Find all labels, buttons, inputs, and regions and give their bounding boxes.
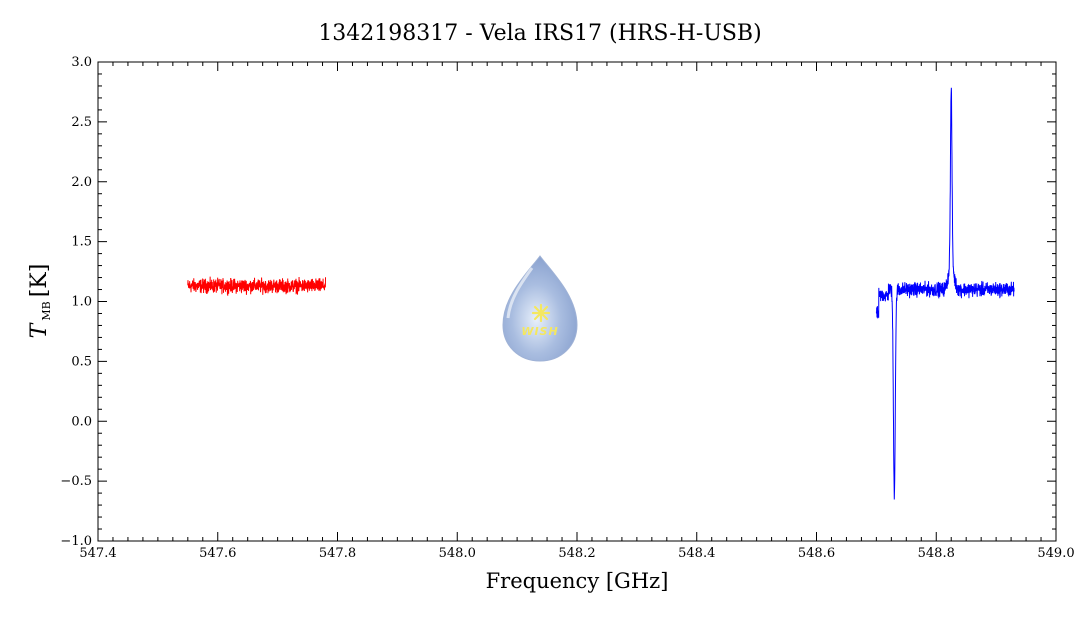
wish-logo: WISH (502, 255, 578, 362)
x-tick-label: 549.0 (1037, 546, 1074, 561)
y-tick-label: 3.0 (71, 55, 92, 70)
x-tick-label: 547.6 (199, 546, 236, 561)
y-axis-label: TMB [K] (27, 264, 53, 339)
y-tick-label: 1.0 (71, 295, 92, 310)
x-tick-label: 548.0 (439, 546, 476, 561)
y-tick-labels: −1.0 −0.5 0.0 0.5 1.0 1.5 2.0 2.5 3.0 (60, 55, 92, 549)
y-tick-label: 1.5 (71, 235, 92, 250)
x-tick-label: 548.2 (558, 546, 595, 561)
ticks-layer (97, 61, 1057, 542)
y-tick-label: −1.0 (60, 534, 92, 549)
chart-title: 1342198317 - Vela IRS17 (HRS-H-USB) (318, 21, 761, 46)
y-tick-label: −0.5 (60, 474, 92, 489)
spectrum-series-2 (875, 87, 1015, 500)
spectrum-series-1 (187, 276, 327, 296)
y-tick-label: 0.0 (71, 414, 92, 429)
y-tick-label: 2.0 (71, 175, 92, 190)
x-tick-label: 548.8 (918, 546, 955, 561)
plot-frame (97, 61, 1057, 542)
y-axis-label-sub: MB (40, 301, 53, 320)
x-tick-labels: 547.4 547.6 547.8 548.0 548.2 548.4 548.6 548.8… (79, 546, 1074, 561)
y-axis-label-main: T (27, 321, 52, 338)
x-axis-label: Frequency [GHz] (486, 569, 669, 593)
y-axis-label-unit: [K] (27, 264, 52, 298)
series-layer (187, 87, 1015, 500)
x-tick-label: 548.4 (678, 546, 715, 561)
y-tick-label: 0.5 (71, 354, 92, 369)
star-icon (531, 303, 551, 323)
x-tick-label: 547.8 (319, 546, 356, 561)
x-tick-label: 548.6 (798, 546, 835, 561)
x-tick-label: 547.4 (79, 546, 116, 561)
logo-text: WISH (521, 325, 558, 338)
y-tick-label: 2.5 (71, 115, 92, 130)
